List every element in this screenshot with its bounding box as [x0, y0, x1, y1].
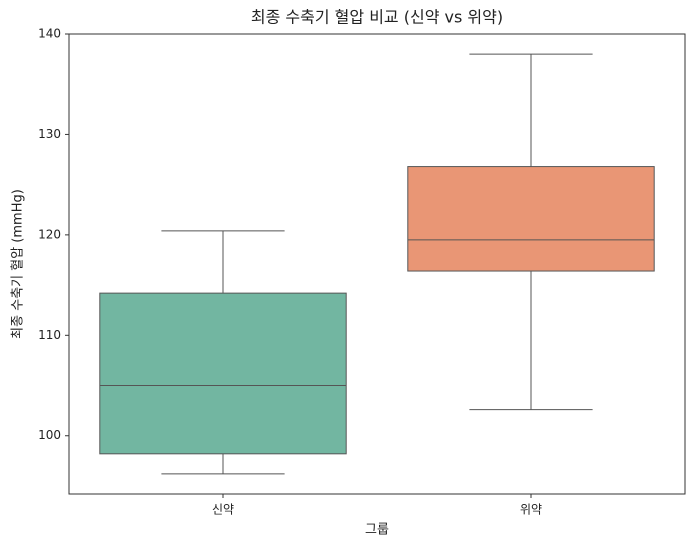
x-tick-label: 신약: [212, 502, 234, 517]
y-tick-label: 120: [38, 227, 61, 241]
box: [407, 166, 655, 272]
y-tick-label: 110: [38, 328, 61, 342]
box: [99, 292, 347, 455]
y-tick-label: 140: [38, 27, 61, 41]
x-tick-label: 위약: [520, 502, 542, 517]
y-tick-label: 130: [38, 127, 61, 141]
chart-title: 최종 수축기 혈압 비교 (신약 vs 위약): [251, 8, 503, 27]
x-axis-label: 그룹: [365, 523, 389, 538]
plot-frame: [68, 33, 686, 495]
y-axis-label: 최종 수축기 혈압 (mmHg): [11, 189, 26, 339]
y-tick-label: 100: [38, 428, 61, 442]
